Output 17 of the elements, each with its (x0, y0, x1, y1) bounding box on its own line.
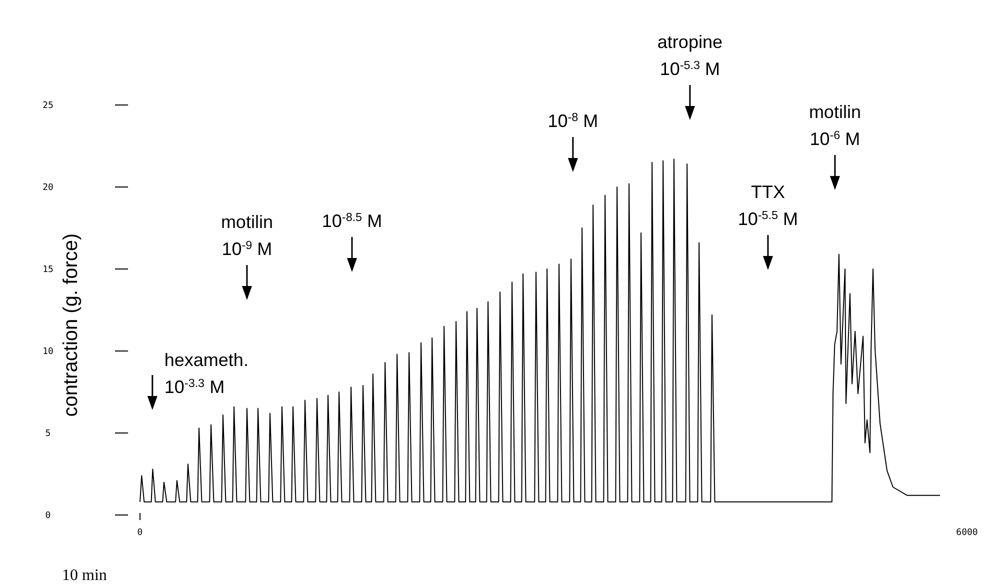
text: 10 min (62, 567, 107, 584)
y-tick-label: 15 (42, 265, 54, 276)
ref-line-label: atropine 10$^{-5.3}$ M (657, 32, 722, 79)
ref-line-label: motilin 10$^{-6}$ M (808, 102, 861, 149)
ref-line-label: 10$^{-8}$ M (548, 110, 598, 131)
x-tick-label: 6000 (956, 528, 978, 538)
y-tick-label: 0 (45, 511, 51, 522)
y-tick-label: 20 (42, 183, 54, 194)
line-series (140, 158, 940, 502)
y-axis-title: contraction (g. force) (60, 233, 82, 417)
y-tick-label: 25 (42, 101, 54, 112)
y-tick-label: 10 (42, 347, 54, 358)
y-tick-label: 5 (45, 429, 51, 440)
ref-line-label: TTX 10$^{-5.5}$ M (738, 182, 798, 229)
ref-line-label: motilin 10$^{-9}$ M (220, 212, 273, 259)
ref-line-label: 10$^{-8.5}$ M (322, 210, 382, 231)
ref-line-label: hexameth. 10$^{-3.3}$ M (164, 350, 248, 397)
